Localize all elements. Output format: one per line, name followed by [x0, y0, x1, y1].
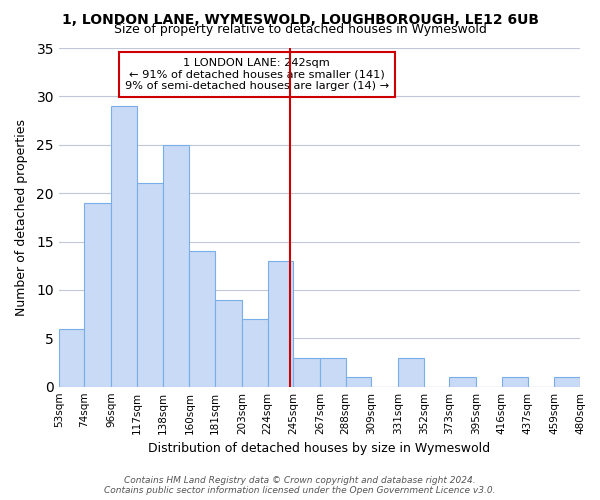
Bar — [215, 300, 242, 386]
Bar — [85, 203, 112, 386]
Bar — [190, 251, 215, 386]
Bar — [320, 358, 346, 386]
Text: 1, LONDON LANE, WYMESWOLD, LOUGHBOROUGH, LE12 6UB: 1, LONDON LANE, WYMESWOLD, LOUGHBOROUGH,… — [62, 12, 539, 26]
Bar — [398, 358, 424, 386]
Text: Contains HM Land Registry data © Crown copyright and database right 2024.
Contai: Contains HM Land Registry data © Crown c… — [104, 476, 496, 495]
Bar — [137, 184, 163, 386]
Bar — [502, 377, 527, 386]
Bar — [293, 358, 320, 386]
Bar — [346, 377, 371, 386]
Bar — [268, 261, 293, 386]
Bar — [163, 145, 190, 386]
Bar — [449, 377, 476, 386]
Bar — [112, 106, 137, 386]
Y-axis label: Number of detached properties: Number of detached properties — [15, 119, 28, 316]
Text: Size of property relative to detached houses in Wymeswold: Size of property relative to detached ho… — [113, 22, 487, 36]
Bar — [554, 377, 580, 386]
Bar — [59, 328, 85, 386]
Bar — [242, 319, 268, 386]
X-axis label: Distribution of detached houses by size in Wymeswold: Distribution of detached houses by size … — [148, 442, 490, 455]
Text: 1 LONDON LANE: 242sqm
← 91% of detached houses are smaller (141)
9% of semi-deta: 1 LONDON LANE: 242sqm ← 91% of detached … — [125, 58, 389, 92]
